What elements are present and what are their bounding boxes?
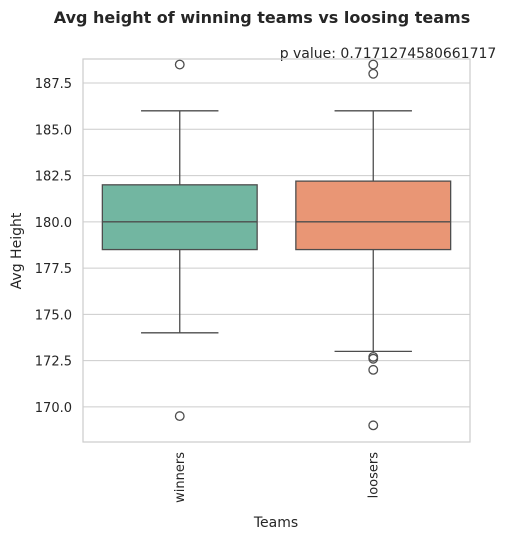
y-tick-label: 182.5 (35, 170, 72, 185)
y-tick-label: 175.0 (35, 308, 72, 323)
outlier-point (368, 68, 379, 79)
y-tick-labels: 170.0 172.5 175.0 177.5 180.0 182.5 185.0 187.5 (35, 77, 72, 416)
outlier-point (174, 59, 185, 70)
y-tick-label: 170.0 (35, 401, 72, 416)
y-axis-label: Avg Height (9, 212, 25, 289)
x-tick-label: winners (173, 452, 188, 503)
chart-title: Avg height of winning teams vs loosing t… (54, 8, 471, 27)
p-value-annotation: p value: 0.7171274580661717 (280, 46, 497, 62)
outlier-point (368, 59, 379, 70)
iqr-box (295, 180, 452, 251)
x-tick-label: loosers (366, 452, 381, 499)
y-tick-label: 172.5 (35, 355, 72, 370)
y-tick-label: 177.5 (35, 262, 72, 277)
outlier-point (174, 411, 185, 422)
box-winners (101, 59, 258, 422)
y-tick-label: 180.0 (35, 216, 72, 231)
y-tick-label: 187.5 (35, 77, 72, 92)
boxes (101, 59, 452, 431)
x-axis-label: Teams (253, 515, 298, 531)
x-tick-labels: winners loosers (173, 452, 382, 503)
outlier-point (368, 364, 379, 375)
plot-frame (82, 58, 471, 443)
gridlines (83, 82, 470, 408)
outlier-point (368, 353, 379, 364)
box-loosers (295, 59, 452, 431)
y-tick-label: 185.0 (35, 123, 72, 138)
iqr-box (101, 184, 258, 251)
outlier-point (368, 420, 379, 431)
